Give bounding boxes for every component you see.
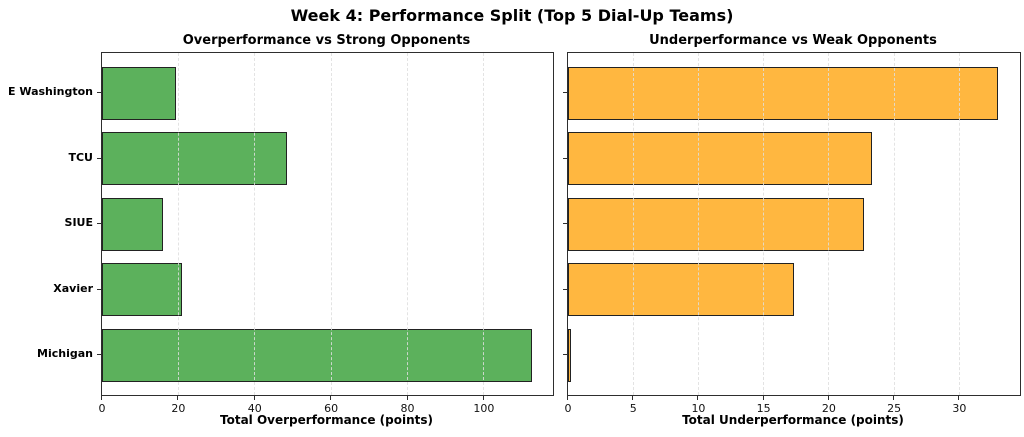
x-tick-mark bbox=[567, 396, 568, 400]
gridline bbox=[697, 53, 699, 395]
bar-e-washington bbox=[102, 66, 177, 120]
gridline bbox=[483, 53, 485, 395]
y-tick-mark bbox=[97, 288, 101, 290]
underperformance-plot-area bbox=[567, 52, 1021, 396]
x-tick-label: 80 bbox=[400, 402, 415, 415]
y-tick-label: TCU bbox=[68, 150, 93, 164]
gridline bbox=[254, 53, 256, 395]
x-tick-mark bbox=[958, 396, 960, 400]
overperformance-plot-area bbox=[101, 52, 554, 396]
x-tick-mark bbox=[762, 396, 764, 400]
x-tick-label: 30 bbox=[952, 402, 967, 415]
x-tick-label: 25 bbox=[887, 402, 902, 415]
x-tick-mark bbox=[406, 396, 408, 400]
y-tick-mark bbox=[97, 354, 101, 355]
x-tick-mark bbox=[827, 396, 829, 400]
figure-title: Week 4: Performance Split (Top 5 Dial-Up… bbox=[290, 6, 734, 25]
bar-michigan bbox=[568, 328, 571, 382]
x-tick-label: 5 bbox=[629, 402, 637, 415]
bar-xavier bbox=[568, 263, 794, 316]
overperformance-chart-title: Overperformance vs Strong Opponents bbox=[182, 33, 471, 48]
y-tick-label: Michigan bbox=[37, 347, 93, 360]
bar-xavier bbox=[102, 263, 183, 316]
y-tick-mark bbox=[97, 223, 101, 224]
y-tick-mark bbox=[563, 157, 567, 159]
x-tick-label: 15 bbox=[756, 402, 771, 415]
x-tick-label: 20 bbox=[171, 402, 186, 415]
y-tick-mark bbox=[563, 92, 567, 93]
x-tick-mark bbox=[632, 396, 634, 400]
y-tick-label: E Washington bbox=[7, 85, 93, 98]
y-tick-mark bbox=[97, 157, 101, 159]
x-tick-label: 20 bbox=[821, 402, 836, 415]
gridline bbox=[828, 53, 830, 395]
x-tick-mark bbox=[893, 396, 895, 400]
bar-michigan bbox=[102, 328, 532, 382]
x-tick-label: 0 bbox=[564, 402, 572, 415]
y-tick-mark bbox=[563, 288, 567, 290]
x-tick-mark bbox=[177, 396, 179, 400]
overperformance-xaxis-label: Total Overperformance (points) bbox=[220, 413, 433, 427]
y-tick-label: Xavier bbox=[53, 281, 93, 295]
x-tick-mark bbox=[253, 396, 255, 400]
gridline bbox=[763, 53, 765, 395]
x-tick-mark bbox=[697, 396, 699, 400]
gridline bbox=[958, 53, 960, 395]
bar-siue bbox=[568, 197, 865, 251]
gridline bbox=[177, 53, 179, 395]
gridline bbox=[632, 53, 634, 395]
x-tick-label: 0 bbox=[98, 402, 106, 415]
x-tick-label: 100 bbox=[473, 402, 495, 415]
bar-e-washington bbox=[568, 66, 999, 120]
y-tick-mark bbox=[97, 92, 101, 93]
bar-tcu bbox=[568, 132, 872, 185]
underperformance-chart-title: Underperformance vs Weak Opponents bbox=[649, 33, 937, 48]
bar-siue bbox=[102, 197, 164, 251]
y-tick-label: SIUE bbox=[64, 216, 93, 229]
x-tick-label: 40 bbox=[247, 402, 262, 415]
x-tick-label: 10 bbox=[691, 402, 706, 415]
gridline bbox=[893, 53, 895, 395]
x-tick-mark bbox=[330, 396, 332, 400]
bar-tcu bbox=[102, 132, 288, 185]
y-tick-mark bbox=[563, 223, 567, 224]
underperformance-chart: Underperformance vs Weak Opponents Total… bbox=[563, 33, 1021, 427]
y-tick-mark bbox=[563, 354, 567, 355]
x-tick-mark bbox=[101, 396, 102, 400]
x-tick-mark bbox=[482, 396, 484, 400]
underperformance-xaxis-label: Total Underperformance (points) bbox=[682, 413, 904, 427]
gridline bbox=[407, 53, 408, 395]
overperformance-chart: Overperformance vs Strong Opponents Tota… bbox=[8, 33, 554, 427]
gridline bbox=[330, 53, 332, 395]
x-tick-label: 60 bbox=[324, 402, 339, 415]
